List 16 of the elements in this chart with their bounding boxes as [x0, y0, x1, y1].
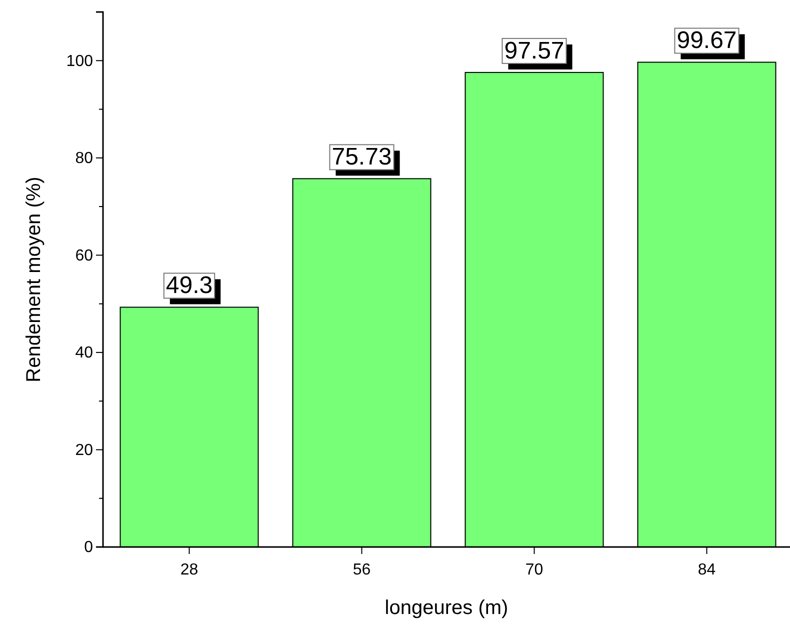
x-tick-label: 70: [525, 562, 544, 579]
y-tick-label: 40: [75, 344, 94, 362]
y-tick-label: 20: [75, 442, 94, 459]
data-label: 99.67: [676, 27, 737, 54]
data-label: 97.57: [504, 37, 564, 64]
y-tick-label: 0: [84, 539, 94, 556]
y-tick-label: 80: [75, 150, 94, 168]
x-tick-label: 84: [698, 562, 716, 579]
y-tick-label: 100: [66, 52, 94, 70]
data-label: 75.73: [332, 144, 392, 171]
y-axis-title: Rendement moyen (%): [23, 176, 45, 382]
x-axis-title: longeures (m): [384, 597, 508, 619]
x-tick-label: 56: [352, 562, 371, 579]
y-tick-label: 60: [75, 247, 94, 264]
x-tick-label: 28: [180, 562, 198, 579]
data-label: 49.3: [166, 272, 213, 300]
